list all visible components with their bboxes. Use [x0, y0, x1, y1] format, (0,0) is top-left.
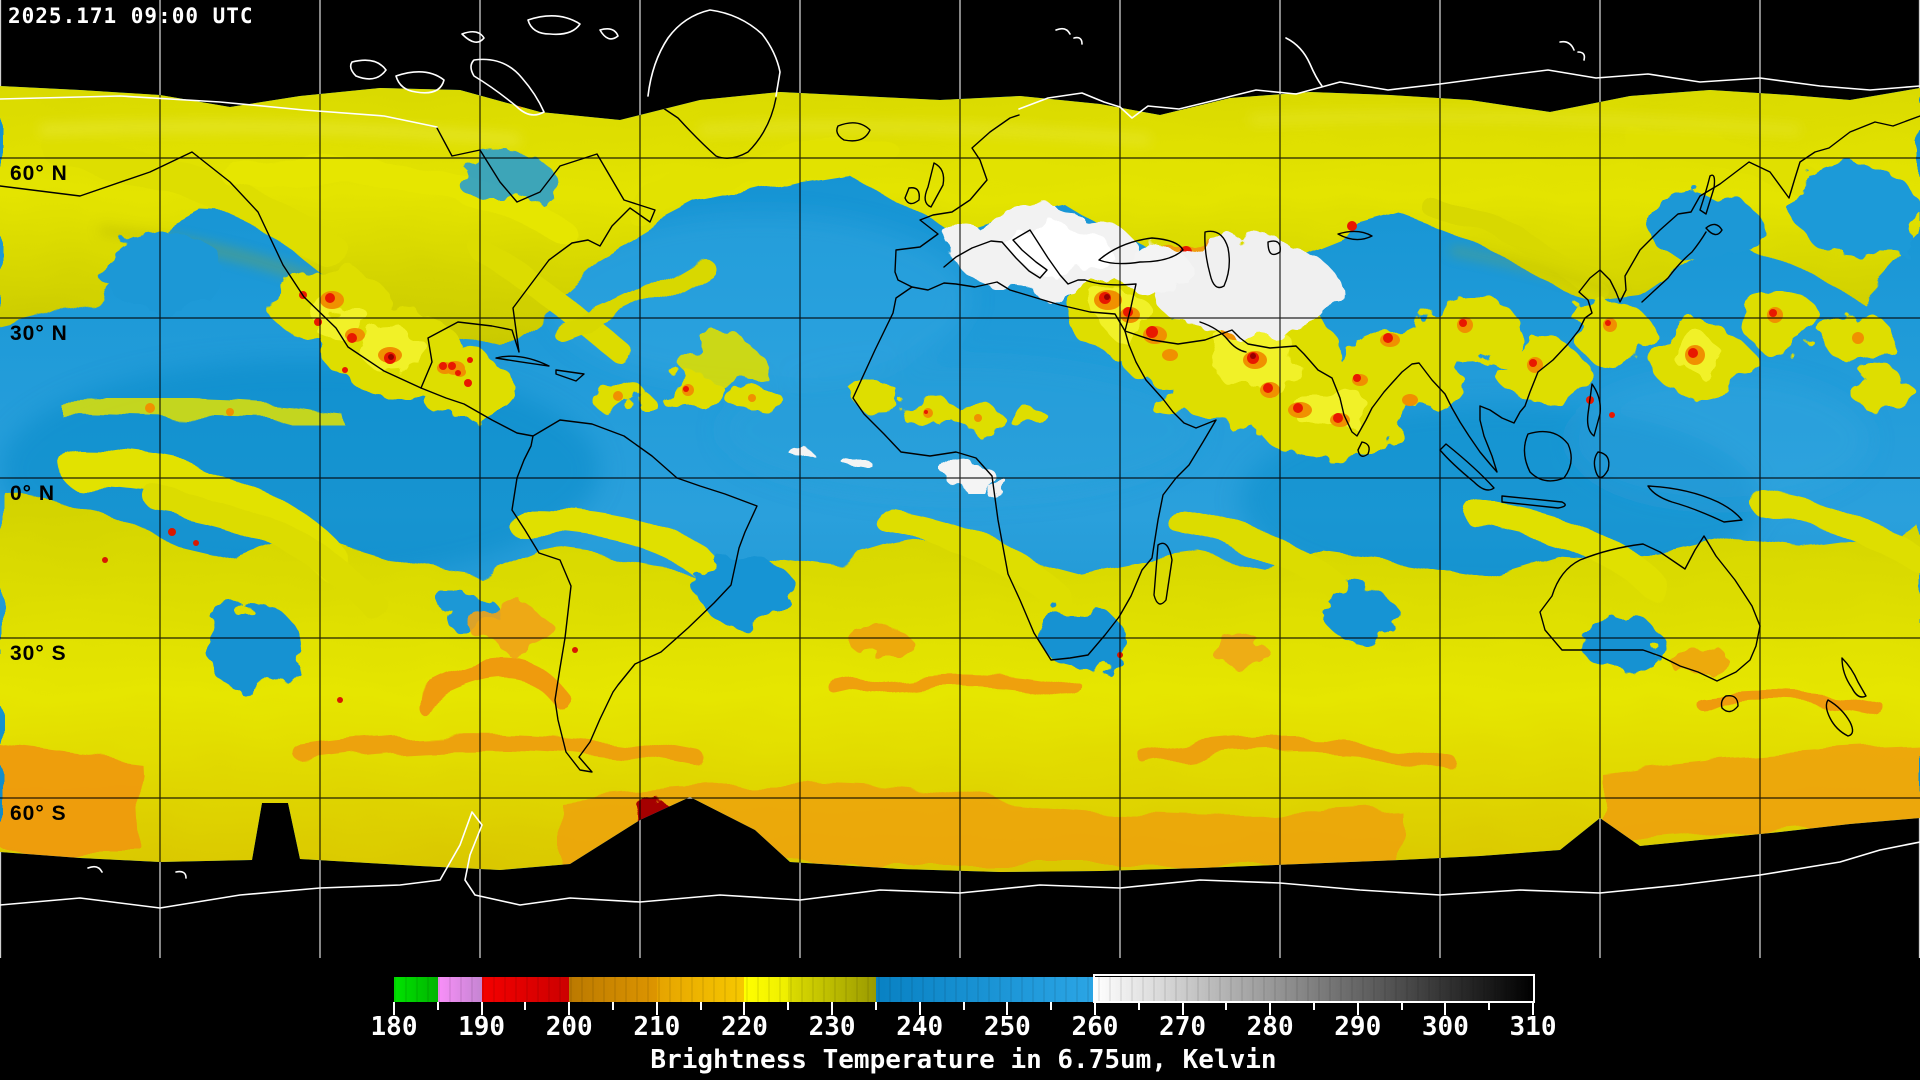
coastlines-white — [0, 9, 1920, 909]
colorbar-tick-245 — [962, 1002, 965, 1010]
colorbar-tick-195 — [524, 1002, 527, 1010]
colorbar-tick-215 — [699, 1002, 702, 1010]
colorbar-segment-225-235 — [788, 977, 876, 1002]
colorbar-label-280: 280 — [1246, 1012, 1294, 1042]
colorbar-segment-190-200 — [481, 977, 570, 1002]
colorbar-label-250: 250 — [983, 1012, 1031, 1042]
colorbar-label-270: 270 — [1159, 1012, 1207, 1042]
coastlines-black — [0, 97, 1920, 773]
colorbar-tick-275 — [1225, 1002, 1228, 1010]
colorbar-label-310: 310 — [1509, 1012, 1557, 1042]
brightness-temperature-map — [0, 0, 1920, 960]
colorbar-tick-310 — [1532, 1002, 1534, 1015]
antarctica-coastline — [0, 811, 1920, 909]
colorbar-label-240: 240 — [896, 1012, 944, 1042]
colorbar-label-290: 290 — [1334, 1012, 1382, 1042]
colorbar-tick-240 — [918, 1002, 921, 1015]
colorbar-segment-220-225 — [744, 977, 789, 1002]
frontal-bands — [61, 451, 1920, 625]
colorbar-tick-255 — [1050, 1002, 1053, 1010]
lat-label-60n: 60° N — [10, 162, 68, 185]
colorbar-label-230: 230 — [808, 1012, 856, 1042]
colorbar-label-180: 180 — [370, 1012, 418, 1042]
colorbar-segment-260-310 — [1094, 977, 1533, 1002]
colorbar-tick-200 — [568, 1002, 571, 1015]
colorbar-tick-225 — [787, 1002, 790, 1010]
convective-cores-dark — [388, 294, 1256, 360]
colorbar-label-190: 190 — [458, 1012, 506, 1042]
colorbar-tick-270 — [1181, 1002, 1184, 1015]
colorbar-tick-285 — [1312, 1002, 1315, 1010]
colorbar-label-300: 300 — [1421, 1012, 1469, 1042]
colorbar-segment-210-220 — [656, 977, 745, 1002]
lat-label-30n: 30° N — [10, 322, 68, 345]
colorbar-segments — [394, 977, 1533, 1002]
colorbar-stripe-overlay — [394, 977, 1533, 1002]
colorbar-tick-300 — [1444, 1002, 1447, 1015]
colorbar-label-260: 260 — [1071, 1012, 1119, 1042]
colorbar-tick-290 — [1356, 1002, 1359, 1015]
colorbar-tick-220 — [743, 1002, 746, 1015]
colorbar-label-210: 210 — [633, 1012, 681, 1042]
colorbar-segment-235-260 — [875, 977, 1095, 1002]
colorbar-tick-230 — [831, 1002, 834, 1015]
colorbar-tick-260 — [1093, 1002, 1096, 1015]
timestamp: 2025.171 09:00 UTC — [8, 4, 254, 28]
colorbar-tick-250 — [1006, 1002, 1009, 1015]
colorbar-tick-265 — [1137, 1002, 1140, 1010]
colorbar-tick-210 — [655, 1002, 658, 1015]
lat-label-60s: 60° S — [10, 802, 67, 825]
colorbar-segment-185-190 — [437, 977, 482, 1002]
lat-label-30s: 30° S — [10, 642, 67, 665]
colorbar-tick-235 — [874, 1002, 877, 1010]
colorbar-segment-180-185 — [394, 977, 438, 1002]
dry-slots — [205, 554, 1660, 692]
colorbar-tick-185 — [436, 1002, 439, 1010]
colorbar-label-220: 220 — [720, 1012, 768, 1042]
satellite-data-layer — [0, 0, 1920, 960]
colorbar-tick-205 — [612, 1002, 615, 1010]
colorbar-grayscale-frame — [1092, 974, 1535, 1003]
colorbar-label-200: 200 — [545, 1012, 593, 1042]
lat-label-0n: 0° N — [10, 482, 56, 505]
colorbar-tick-190 — [480, 1002, 483, 1015]
colorbar-tick-280 — [1269, 1002, 1272, 1015]
world-map — [0, 0, 1920, 960]
colorbar-segment-200-210 — [569, 977, 657, 1002]
colorbar-caption: Brightness Temperature in 6.75um, Kelvin — [650, 1045, 1277, 1075]
colorbar-tick-180 — [393, 1002, 395, 1015]
colorbar-tick-295 — [1400, 1002, 1403, 1010]
graticule-black — [0, 0, 1920, 960]
colorbar-tick-305 — [1488, 1002, 1491, 1010]
